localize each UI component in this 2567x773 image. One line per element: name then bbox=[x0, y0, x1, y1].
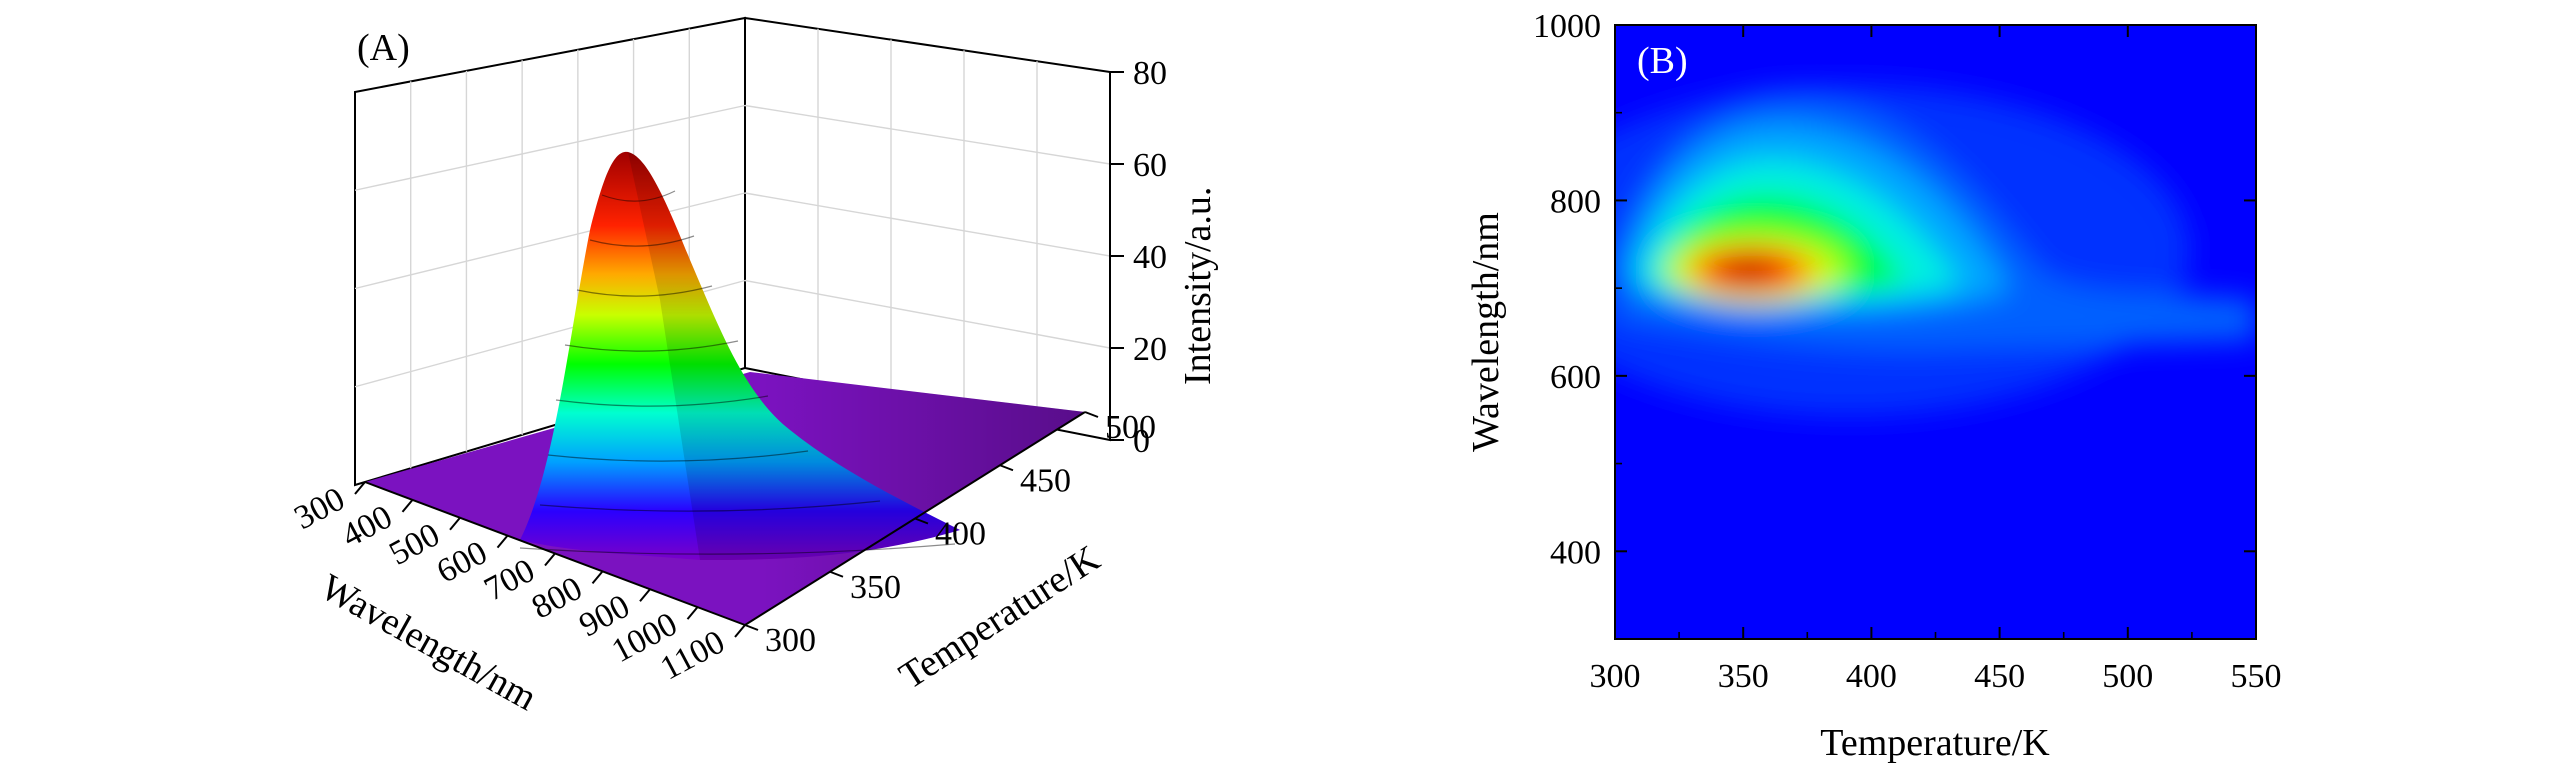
grid-line-right-wall bbox=[744, 104, 1111, 165]
y-tick-label: 800 bbox=[1550, 183, 1601, 220]
grid-line-left-wall bbox=[354, 192, 746, 290]
y-tick-mark bbox=[914, 517, 929, 525]
y-tick-label: 300 bbox=[765, 622, 816, 659]
y-tick-mark bbox=[999, 464, 1014, 472]
panel-b-axes: 300 350 400 450 500 550 400 600 800 1000 bbox=[1533, 8, 2282, 695]
panel-b-contour-chart: 300 350 400 450 500 550 400 600 800 1000 (B) Temp… bbox=[1465, 8, 2282, 764]
grid-line-right-wall bbox=[744, 192, 1111, 257]
surface-contour-line bbox=[519, 543, 956, 555]
y-tick-label: 450 bbox=[1020, 462, 1071, 499]
x-tick-mark bbox=[496, 534, 509, 549]
z-tick-label: 40 bbox=[1133, 239, 1167, 276]
y-tick-label: 350 bbox=[850, 569, 901, 606]
z-tick-label: 0 bbox=[1133, 423, 1150, 460]
contour-fill bbox=[1615, 85, 2256, 415]
x-tick-label: 350 bbox=[1718, 658, 1769, 695]
back-wall-right bbox=[744, 16, 1111, 442]
panel-b-label: (B) bbox=[1637, 40, 1688, 82]
panel-a-y-axis-title: Temperature/K bbox=[892, 537, 1108, 697]
y-tick-label: 1000 bbox=[1533, 8, 1601, 45]
y-tick-label: 400 bbox=[935, 516, 986, 553]
x-tick-label: 400 bbox=[1846, 658, 1897, 695]
x-tick-mark bbox=[449, 517, 461, 531]
surface-contour-line bbox=[576, 285, 713, 297]
surface-contour-line bbox=[564, 340, 739, 352]
surface-peak bbox=[519, 151, 960, 560]
y-tick-label: 600 bbox=[1550, 359, 1601, 396]
x-tick-mark bbox=[354, 481, 366, 495]
x-tick-mark bbox=[686, 606, 699, 620]
x-tick-mark bbox=[401, 499, 414, 513]
surface-contour-line bbox=[547, 450, 809, 462]
surface-contour-line bbox=[601, 190, 676, 202]
x-tick-label: 550 bbox=[2231, 658, 2282, 695]
z-tick-label: 80 bbox=[1133, 55, 1167, 92]
x-tick-mark bbox=[544, 552, 556, 567]
y-tick-mark bbox=[829, 570, 844, 578]
panel-b-x-axis-title: Temperature/K bbox=[1820, 722, 2050, 764]
surface-contour-line bbox=[589, 235, 695, 247]
x-tick-mark bbox=[734, 624, 746, 638]
panel-a-label: (A) bbox=[357, 27, 410, 69]
grid-line-left-wall bbox=[354, 104, 746, 191]
surface-contour-line bbox=[555, 395, 769, 407]
panel-b-y-axis-title: Wavelength/nm bbox=[1465, 212, 1507, 452]
x-tick-mark bbox=[639, 588, 651, 602]
x-tick-label: 300 bbox=[1590, 658, 1641, 695]
x-tick-mark bbox=[591, 570, 604, 585]
x-tick-label: 450 bbox=[1974, 658, 2025, 695]
y-tick-label: 500 bbox=[1105, 409, 1156, 446]
panel-a-z-axis-title: Intensity/a.u. bbox=[1177, 187, 1219, 385]
y-tick-mark bbox=[1084, 411, 1099, 418]
z-tick-label: 20 bbox=[1133, 331, 1167, 368]
surface-contour-line bbox=[539, 500, 881, 512]
grid-line-right-wall bbox=[744, 279, 1111, 349]
x-tick-label: 500 bbox=[2102, 658, 2153, 695]
y-tick-label: 400 bbox=[1550, 534, 1601, 571]
z-tick-label: 60 bbox=[1133, 147, 1167, 184]
y-tick-mark bbox=[744, 624, 759, 631]
